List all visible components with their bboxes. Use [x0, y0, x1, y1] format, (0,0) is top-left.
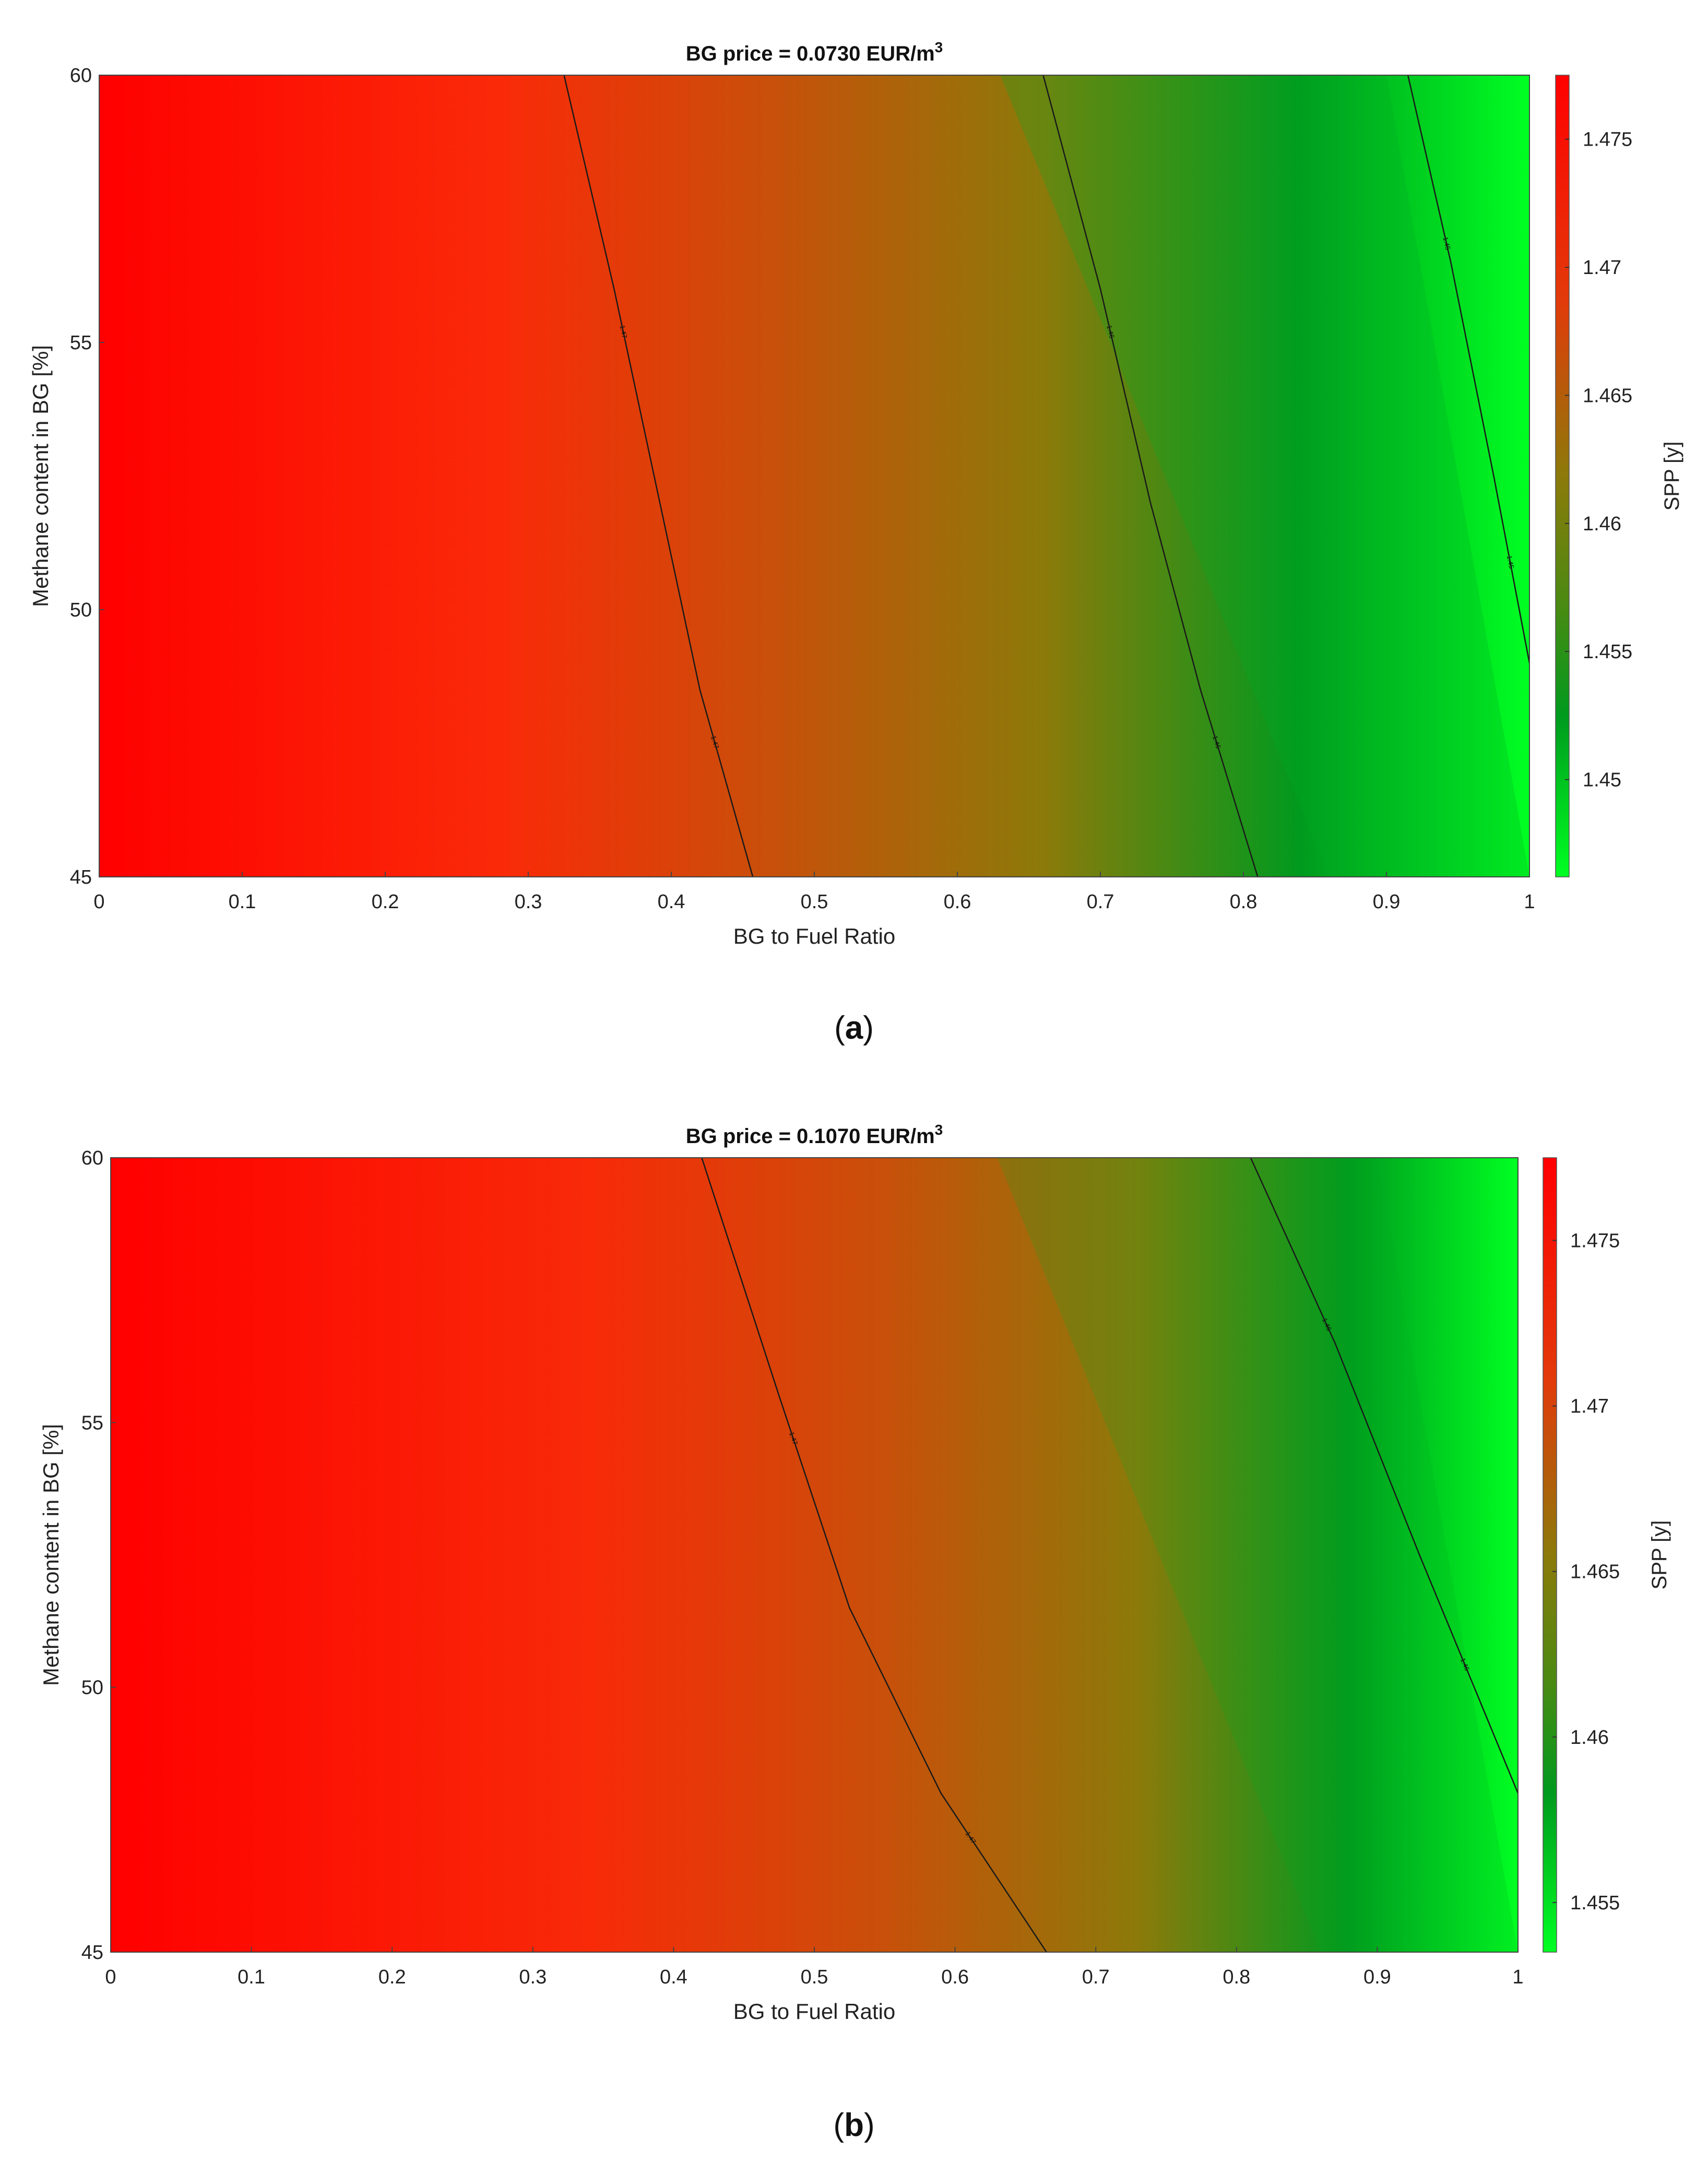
chart-panel-a: 1.47 1.47 1.46 1.46 1.45 1.45 BG price = 0.073… — [28, 39, 1683, 1046]
contour-label: 1.46 — [1211, 735, 1223, 750]
y-axis-label: Methane content in BG [%] — [39, 1424, 63, 1686]
colorbar-tick-label: 1.47 — [1583, 257, 1621, 279]
x-tick-label: 0.1 — [238, 1966, 265, 1988]
panel-label-close: ) — [864, 2107, 875, 2143]
contour-line-1.46 — [1042, 75, 1259, 877]
colorbar-tick-label: 1.465 — [1570, 1561, 1620, 1583]
x-tick-label: 0.3 — [519, 1966, 547, 1988]
x-tick-label: 0.7 — [1087, 891, 1114, 913]
heatmap-field — [111, 1158, 1518, 1952]
chart-title-superscript: 3 — [935, 39, 943, 55]
y-tick-label: 55 — [70, 332, 92, 354]
chart-title-superscript: 3 — [935, 1122, 943, 1138]
x-tick-label: 1 — [1524, 891, 1535, 913]
chart-title-text: BG price = 0.1070 EUR/m — [686, 1125, 935, 1148]
panel-label-letter: a — [845, 1010, 863, 1046]
y-axis-label: Methane content in BG [%] — [28, 345, 53, 607]
panel-label-letter: b — [844, 2107, 864, 2143]
panel-label-close: ) — [863, 1010, 874, 1046]
x-tick-label: 0.4 — [660, 1966, 687, 1988]
y-tick-label: 55 — [81, 1412, 103, 1434]
panel-label: (a) — [834, 1010, 874, 1046]
chart-title: BG price = 0.1070 EUR/m3 — [686, 1122, 943, 1148]
y-tick-label: 45 — [81, 1942, 103, 1964]
y-tick-label: 60 — [70, 65, 92, 87]
x-tick-label: 0.1 — [229, 891, 256, 913]
x-tick-label: 0.8 — [1223, 1966, 1250, 1988]
contour-label: 1.45 — [1441, 236, 1452, 251]
colorbar-label: SPP [y] — [1660, 442, 1683, 511]
colorbar — [1543, 1157, 1557, 1953]
y-tick-label: 45 — [70, 866, 92, 888]
colorbar-tick-label: 1.45 — [1583, 769, 1621, 791]
heatmap-field — [99, 75, 1529, 877]
x-tick-label: 0.5 — [801, 891, 828, 913]
colorbar-tick-label: 1.465 — [1583, 385, 1632, 407]
x-tick-label: 0.8 — [1230, 891, 1258, 913]
x-tick-label: 0.6 — [941, 1966, 969, 1988]
x-tick-label: 0.2 — [378, 1966, 406, 1988]
x-tick-label: 1 — [1512, 1966, 1523, 1988]
x-axis-label: BG to Fuel Ratio — [733, 924, 895, 948]
heatmap-shade — [1000, 75, 1529, 877]
contour-label: 1.45 — [1505, 555, 1515, 569]
x-tick-label: 0.3 — [515, 891, 542, 913]
panel-label-open: ( — [834, 1010, 845, 1046]
x-tick-label: 0.4 — [658, 891, 685, 913]
colorbar-tick-label: 1.475 — [1583, 129, 1632, 151]
x-tick-label: 0.9 — [1373, 891, 1401, 913]
colorbar — [1555, 75, 1570, 877]
contour-line-1.46 — [1250, 1158, 1518, 1794]
contour-line-1.47 — [563, 75, 754, 877]
x-tick-label: 0.5 — [801, 1966, 828, 1988]
x-tick-label: 0.7 — [1082, 1966, 1110, 1988]
chart-title-text: BG price = 0.0730 EUR/m — [686, 42, 935, 65]
contour-line-1.47 — [701, 1158, 1047, 1952]
y-tick-label: 50 — [81, 1677, 103, 1699]
colorbar-tick-label: 1.46 — [1583, 513, 1621, 535]
colorbar-tick-label: 1.47 — [1570, 1396, 1609, 1418]
panel-label: (b) — [833, 2107, 874, 2143]
y-tick-label: 50 — [70, 599, 92, 621]
contour-label: 1.47 — [709, 735, 720, 750]
x-tick-label: 0 — [105, 1966, 116, 1988]
x-axis-label: BG to Fuel Ratio — [733, 1999, 895, 2024]
colorbar-tick-label: 1.455 — [1570, 1892, 1620, 1914]
panel-label-open: ( — [833, 2107, 844, 2143]
x-tick-label: 0.6 — [944, 891, 971, 913]
colorbar-tick-label: 1.475 — [1570, 1230, 1620, 1252]
colorbar-label: SPP [y] — [1648, 1520, 1671, 1590]
chart-title: BG price = 0.0730 EUR/m3 — [686, 39, 943, 65]
contour-line-1.45 — [1407, 75, 1529, 663]
contour-label: 1.47 — [618, 324, 628, 339]
colorbar-tick-label: 1.455 — [1583, 641, 1632, 663]
x-tick-label: 0.2 — [372, 891, 399, 913]
heatmap-shade — [997, 1158, 1518, 1952]
contour-label: 1.46 — [1105, 324, 1116, 339]
colorbar-tick-label: 1.46 — [1570, 1727, 1609, 1749]
x-tick-label: 0.9 — [1363, 1966, 1391, 1988]
x-tick-label: 0 — [93, 891, 104, 913]
y-tick-label: 60 — [81, 1147, 103, 1169]
